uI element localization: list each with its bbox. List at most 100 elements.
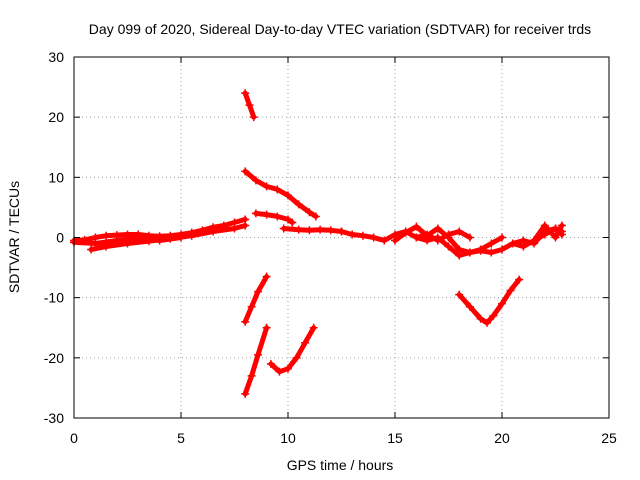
data-point [249, 113, 258, 122]
data-point [476, 314, 485, 323]
data-point [284, 191, 292, 200]
x-tick-label: 15 [387, 430, 403, 446]
data-point [465, 302, 474, 311]
data-point [230, 224, 239, 233]
data-point [112, 236, 121, 245]
data-point [316, 225, 325, 234]
axis-ticks: 0 5 10 15 20 25 -30 -20 -10 0 10 20 30 [44, 49, 617, 446]
data-point [412, 233, 421, 242]
data-point [251, 176, 260, 185]
data-point [275, 367, 284, 376]
data-point [487, 239, 496, 248]
data-point [515, 275, 524, 284]
data-point [251, 209, 260, 218]
data-point [241, 167, 250, 176]
data-point [241, 89, 250, 98]
data-point [209, 227, 218, 236]
data-point [498, 233, 506, 242]
x-axis-title: GPS time / hours [287, 457, 394, 473]
y-axis-title: SDTVAR / TECUs [6, 181, 22, 293]
data-point [508, 239, 517, 248]
series-arc-9 [242, 325, 270, 397]
data-point [455, 251, 464, 260]
data-point [465, 233, 474, 242]
data-point [288, 218, 297, 227]
data-point [134, 233, 143, 242]
data-point [455, 290, 464, 299]
data-point [294, 200, 303, 209]
data-point [102, 231, 111, 240]
data-point [455, 227, 464, 236]
data-point [483, 318, 492, 327]
data-point [391, 236, 399, 245]
data-point [305, 226, 314, 235]
data-point [241, 317, 250, 326]
data-point [506, 286, 515, 295]
data-point [498, 245, 506, 254]
data-point [433, 224, 442, 233]
data-point [557, 221, 566, 230]
series-arc-6 [253, 210, 295, 225]
data-point [444, 233, 453, 242]
series-arc-5 [242, 168, 319, 219]
data-point [262, 323, 271, 332]
y-tick-label: 20 [48, 109, 64, 125]
data-point [254, 350, 263, 359]
data-point [530, 236, 539, 245]
data-point [540, 221, 549, 230]
data-point [476, 246, 485, 255]
data-point [423, 236, 432, 245]
data-point [294, 225, 303, 234]
y-tick-label: 0 [56, 230, 64, 246]
data-point [551, 233, 560, 242]
data-point [337, 227, 346, 236]
data-point [433, 233, 442, 242]
data-point [254, 287, 263, 296]
data-point [380, 236, 389, 245]
y-tick-label: -10 [44, 290, 64, 306]
data-point [262, 210, 271, 219]
data-point [273, 185, 282, 194]
x-tick-label: 5 [177, 430, 185, 446]
data-point [87, 245, 96, 254]
x-tick-label: 20 [494, 430, 510, 446]
data-point [279, 224, 288, 233]
data-point [177, 233, 185, 242]
series-arc-10 [268, 325, 317, 375]
data-point [262, 182, 271, 191]
data-point [309, 323, 318, 332]
y-tick-label: -20 [44, 350, 64, 366]
chart-title: Day 099 of 2020, Sidereal Day-to-day VTE… [89, 21, 591, 37]
data-point [292, 353, 301, 362]
data-point [245, 101, 254, 110]
data-point [465, 248, 474, 257]
data-point [305, 208, 314, 217]
x-tick-label: 0 [70, 430, 78, 446]
data-point [444, 242, 453, 251]
series-arc-14 [456, 277, 522, 326]
data-point [266, 359, 275, 368]
y-tick-label: 10 [48, 169, 64, 185]
series-arc-16 [531, 223, 565, 243]
data-point [241, 221, 250, 230]
data-point [498, 299, 506, 308]
data-point [247, 302, 256, 311]
y-tick-label: 30 [48, 49, 64, 65]
data-point [401, 228, 410, 237]
data-point [519, 236, 528, 245]
data-point [91, 239, 100, 248]
data-point [301, 338, 310, 347]
data-point [487, 248, 496, 257]
data-point [241, 389, 250, 398]
data-series-group [70, 89, 566, 398]
x-tick-label: 10 [280, 430, 296, 446]
data-point [262, 272, 271, 281]
data-point [247, 371, 256, 380]
series-arc-8 [242, 274, 270, 325]
data-point [489, 311, 498, 320]
data-point [284, 364, 292, 373]
x-tick-label: 25 [601, 430, 617, 446]
data-point [326, 226, 335, 235]
data-point [155, 236, 164, 245]
